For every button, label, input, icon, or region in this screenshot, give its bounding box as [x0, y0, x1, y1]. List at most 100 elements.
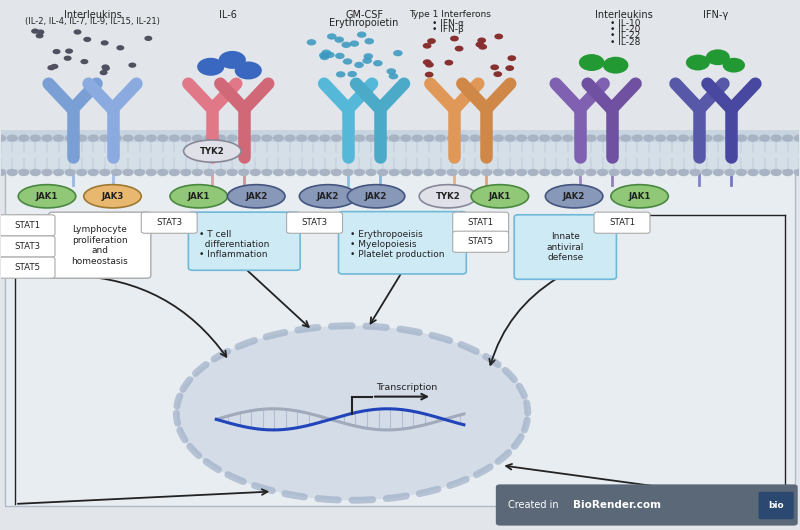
- Circle shape: [506, 65, 514, 71]
- Circle shape: [794, 169, 800, 176]
- Circle shape: [122, 169, 134, 176]
- Circle shape: [330, 169, 342, 176]
- Circle shape: [116, 45, 124, 50]
- Circle shape: [632, 169, 643, 176]
- Circle shape: [319, 169, 330, 176]
- Text: JAK1: JAK1: [187, 192, 210, 201]
- Circle shape: [128, 63, 136, 68]
- Circle shape: [603, 57, 629, 74]
- Circle shape: [422, 43, 431, 49]
- Circle shape: [706, 49, 730, 65]
- Circle shape: [262, 169, 273, 176]
- Circle shape: [490, 64, 499, 70]
- Circle shape: [234, 61, 262, 80]
- Circle shape: [18, 135, 30, 142]
- Circle shape: [146, 135, 157, 142]
- Circle shape: [609, 135, 620, 142]
- Text: TYK2: TYK2: [200, 147, 225, 156]
- Circle shape: [446, 135, 458, 142]
- Circle shape: [425, 72, 434, 77]
- Circle shape: [435, 169, 446, 176]
- Circle shape: [296, 135, 307, 142]
- Circle shape: [31, 29, 39, 34]
- FancyBboxPatch shape: [0, 236, 55, 257]
- Circle shape: [64, 56, 72, 61]
- Circle shape: [454, 46, 463, 51]
- Circle shape: [678, 135, 689, 142]
- Ellipse shape: [611, 184, 668, 208]
- Circle shape: [180, 135, 191, 142]
- Circle shape: [88, 135, 99, 142]
- Circle shape: [494, 71, 502, 77]
- Circle shape: [100, 70, 107, 75]
- Circle shape: [65, 135, 76, 142]
- Circle shape: [350, 40, 359, 47]
- Circle shape: [6, 169, 18, 176]
- Circle shape: [393, 50, 402, 56]
- Text: • IL-28: • IL-28: [610, 38, 641, 47]
- Circle shape: [412, 135, 423, 142]
- Circle shape: [285, 169, 296, 176]
- Circle shape: [701, 169, 712, 176]
- Text: • IFN-α: • IFN-α: [432, 19, 464, 28]
- Circle shape: [83, 37, 91, 42]
- Circle shape: [18, 169, 30, 176]
- Circle shape: [101, 40, 109, 46]
- Circle shape: [320, 54, 330, 60]
- Text: bio: bio: [768, 501, 784, 510]
- Ellipse shape: [347, 184, 405, 208]
- Circle shape: [620, 135, 631, 142]
- Circle shape: [226, 169, 238, 176]
- Ellipse shape: [183, 140, 241, 162]
- Text: STAT3: STAT3: [156, 218, 182, 227]
- Circle shape: [666, 169, 678, 176]
- Text: STAT5: STAT5: [14, 263, 40, 272]
- Circle shape: [422, 59, 431, 65]
- FancyBboxPatch shape: [453, 212, 509, 233]
- Circle shape: [377, 169, 388, 176]
- Ellipse shape: [176, 326, 528, 500]
- Circle shape: [686, 55, 710, 70]
- Circle shape: [425, 62, 434, 68]
- Text: STAT1: STAT1: [609, 218, 635, 227]
- Circle shape: [423, 135, 434, 142]
- Circle shape: [539, 135, 550, 142]
- Circle shape: [111, 169, 122, 176]
- Circle shape: [285, 135, 296, 142]
- Circle shape: [478, 44, 487, 50]
- Circle shape: [65, 48, 73, 54]
- Text: (IL-2, IL-4, IL-7, IL-9, IL-15, IL-21): (IL-2, IL-4, IL-7, IL-9, IL-15, IL-21): [25, 16, 160, 25]
- Circle shape: [250, 169, 261, 176]
- Circle shape: [197, 58, 224, 76]
- Circle shape: [400, 135, 411, 142]
- Circle shape: [494, 33, 503, 39]
- Circle shape: [74, 29, 82, 34]
- Circle shape: [226, 135, 238, 142]
- Text: Interleukins: Interleukins: [594, 10, 653, 20]
- Circle shape: [574, 135, 585, 142]
- Circle shape: [169, 135, 180, 142]
- Ellipse shape: [471, 184, 529, 208]
- Text: IFN-γ: IFN-γ: [703, 10, 728, 20]
- Circle shape: [342, 135, 354, 142]
- Circle shape: [389, 169, 400, 176]
- Ellipse shape: [299, 184, 357, 208]
- Circle shape: [342, 42, 351, 48]
- Circle shape: [655, 135, 666, 142]
- Ellipse shape: [18, 184, 76, 208]
- Circle shape: [42, 169, 53, 176]
- Circle shape: [586, 169, 597, 176]
- Circle shape: [273, 169, 284, 176]
- Circle shape: [102, 64, 110, 69]
- Circle shape: [458, 135, 470, 142]
- Circle shape: [53, 135, 64, 142]
- Circle shape: [504, 135, 515, 142]
- FancyBboxPatch shape: [1, 142, 799, 169]
- Circle shape: [632, 135, 643, 142]
- Text: JAK2: JAK2: [563, 192, 586, 201]
- Circle shape: [550, 135, 562, 142]
- Circle shape: [516, 169, 527, 176]
- Circle shape: [192, 169, 203, 176]
- Text: BioRender.com: BioRender.com: [573, 500, 661, 510]
- Circle shape: [157, 169, 168, 176]
